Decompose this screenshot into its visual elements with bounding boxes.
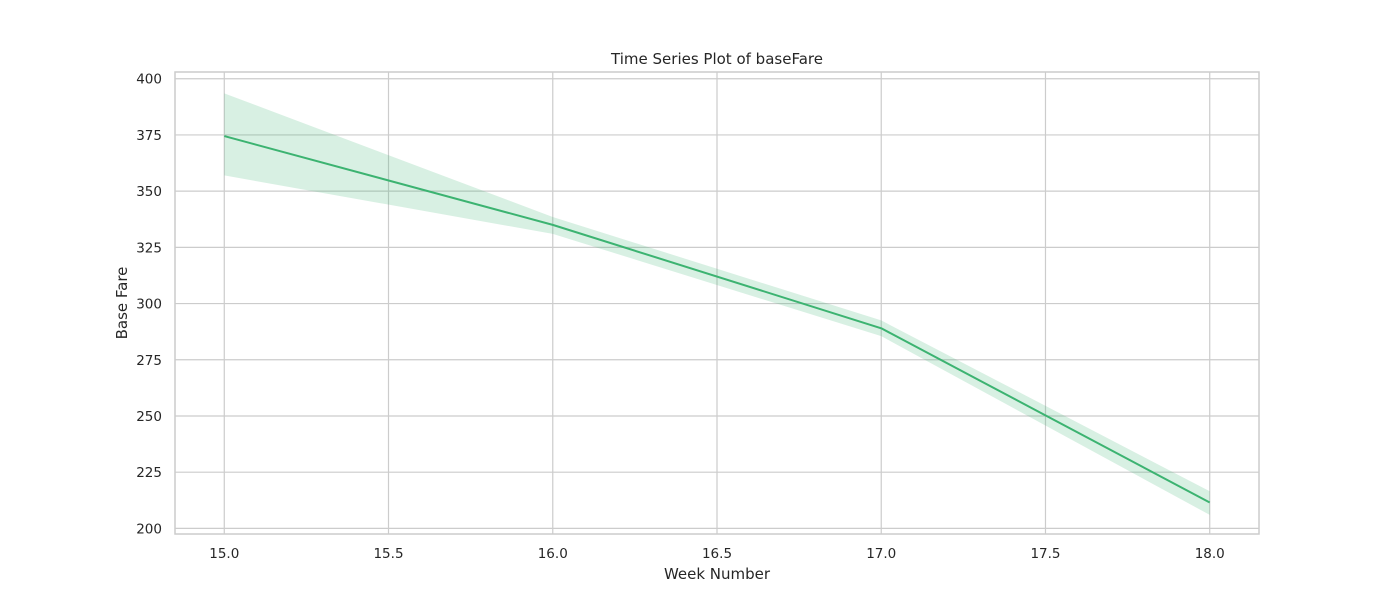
series-line-group <box>224 135 1211 504</box>
x-tick-labels: 15.0 15.5 16.0 16.5 17.0 17.5 18.0 <box>209 546 1225 562</box>
y-tick-label: 300 <box>136 297 162 313</box>
x-tick-label: 15.0 <box>209 546 239 562</box>
grid <box>175 72 1259 534</box>
series-line <box>224 135 1211 504</box>
x-tick-label: 17.5 <box>1030 546 1060 562</box>
axes-frame-group <box>174 71 1260 535</box>
confidence-band <box>224 93 1210 515</box>
y-axis-label: Base Fare <box>113 267 131 340</box>
y-tick-label: 225 <box>136 465 162 481</box>
x-tick-label: 18.0 <box>1195 546 1225 562</box>
y-tick-label: 400 <box>136 72 162 88</box>
axes-frame <box>174 71 1260 535</box>
y-tick-label: 375 <box>136 128 162 144</box>
y-tick-labels: 200 225 250 275 300 325 350 375 400 <box>136 72 162 538</box>
confidence-band-group <box>224 93 1210 515</box>
chart-title: Time Series Plot of baseFare <box>610 50 823 68</box>
x-tick-label: 15.5 <box>373 546 403 562</box>
y-tick-label: 325 <box>136 240 162 256</box>
y-tick-label: 250 <box>136 409 162 425</box>
x-tick-label: 16.0 <box>538 546 568 562</box>
y-tick-label: 200 <box>136 521 162 537</box>
x-tick-label: 16.5 <box>702 546 732 562</box>
y-tick-label: 350 <box>136 184 162 200</box>
y-tick-label: 275 <box>136 353 162 369</box>
x-tick-label: 17.0 <box>866 546 896 562</box>
x-axis-label: Week Number <box>664 565 771 583</box>
